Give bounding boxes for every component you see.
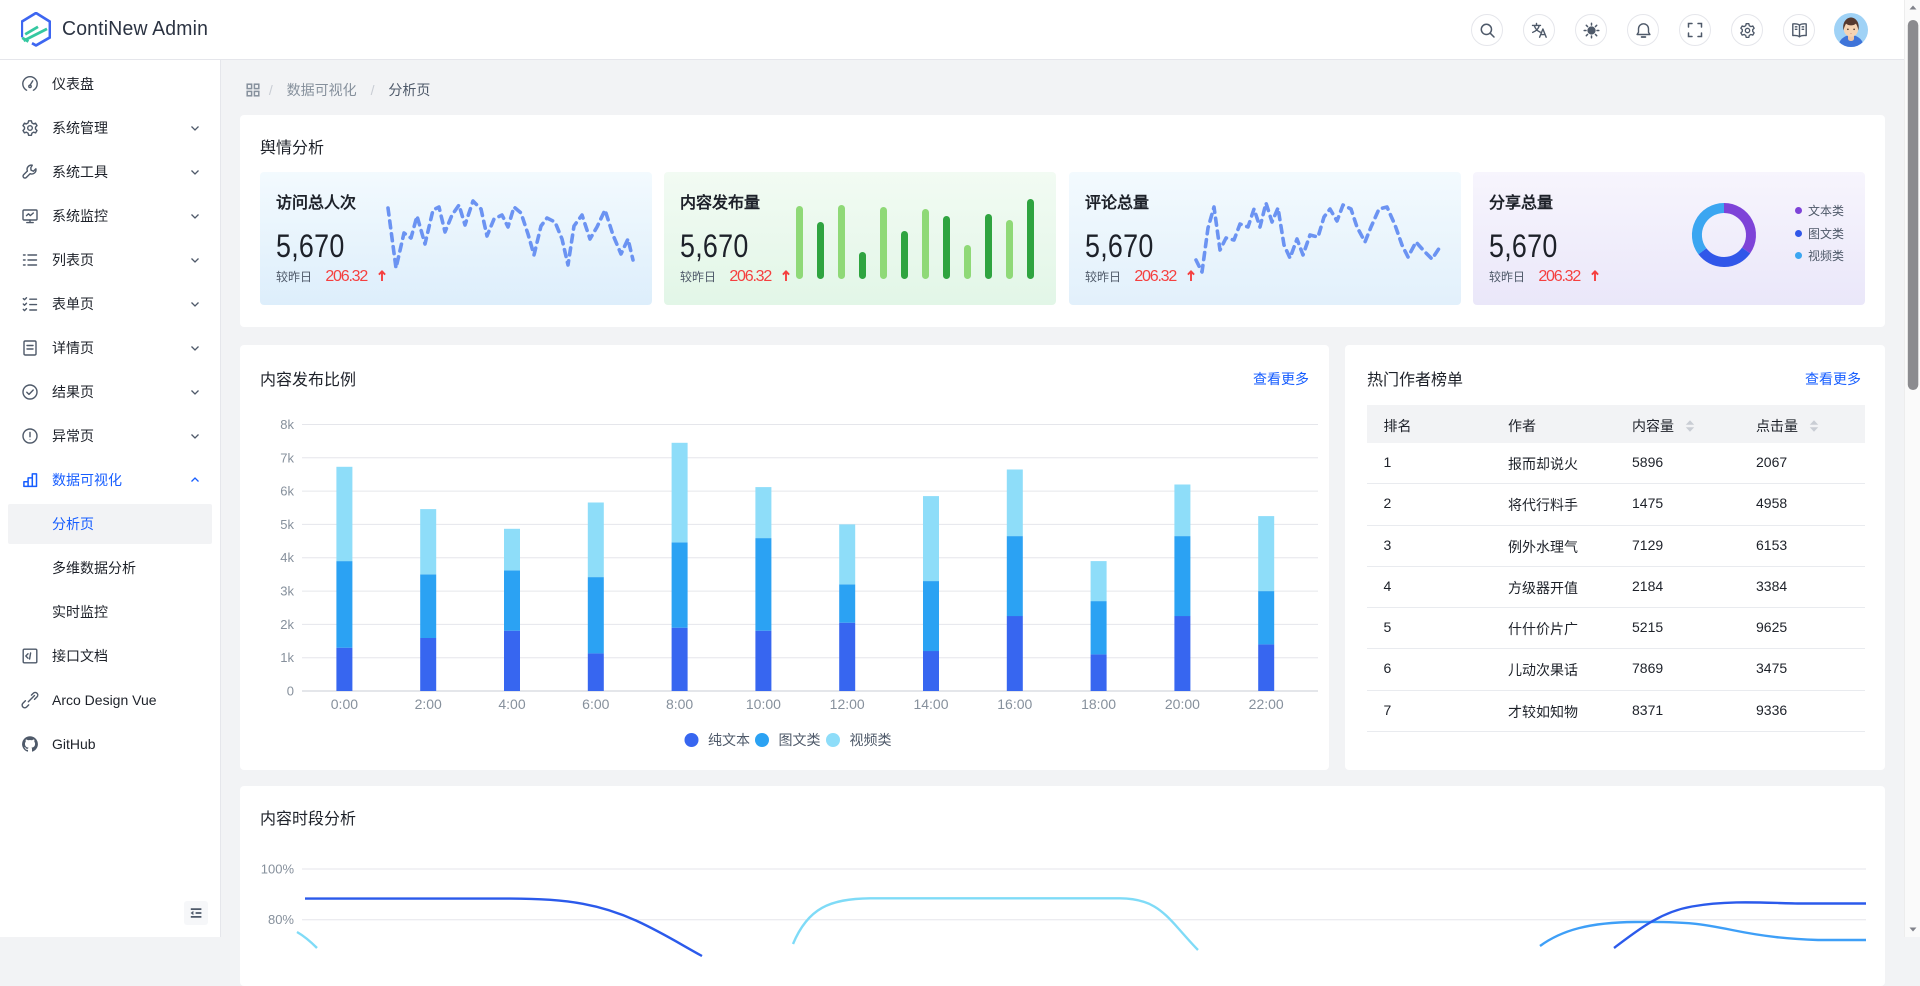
svg-text:16:00: 16:00 bbox=[997, 696, 1032, 712]
svg-text:2:00: 2:00 bbox=[415, 696, 442, 712]
svg-text:图文类: 图文类 bbox=[779, 732, 821, 748]
svg-text:6:00: 6:00 bbox=[582, 696, 609, 712]
svg-text:4:00: 4:00 bbox=[498, 696, 525, 712]
svg-text:1k: 1k bbox=[280, 650, 294, 665]
svg-text:6k: 6k bbox=[280, 484, 294, 499]
svg-text:20:00: 20:00 bbox=[1165, 696, 1200, 712]
svg-text:80%: 80% bbox=[268, 912, 294, 927]
svg-text:18:00: 18:00 bbox=[1081, 696, 1116, 712]
svg-text:14:00: 14:00 bbox=[913, 696, 948, 712]
svg-text:5k: 5k bbox=[280, 517, 294, 532]
svg-text:4k: 4k bbox=[280, 550, 294, 565]
svg-text:22:00: 22:00 bbox=[1249, 696, 1284, 712]
svg-text:100%: 100% bbox=[261, 862, 295, 877]
svg-text:8:00: 8:00 bbox=[666, 696, 693, 712]
svg-text:0: 0 bbox=[287, 684, 294, 699]
svg-text:12:00: 12:00 bbox=[830, 696, 865, 712]
svg-text:2k: 2k bbox=[280, 617, 294, 632]
svg-text:纯文本: 纯文本 bbox=[708, 732, 750, 748]
svg-text:视频类: 视频类 bbox=[850, 732, 892, 748]
svg-text:3k: 3k bbox=[280, 584, 294, 599]
svg-text:10:00: 10:00 bbox=[746, 696, 781, 712]
svg-text:7k: 7k bbox=[280, 450, 294, 465]
svg-text:0:00: 0:00 bbox=[331, 696, 358, 712]
svg-text:8k: 8k bbox=[280, 417, 294, 432]
